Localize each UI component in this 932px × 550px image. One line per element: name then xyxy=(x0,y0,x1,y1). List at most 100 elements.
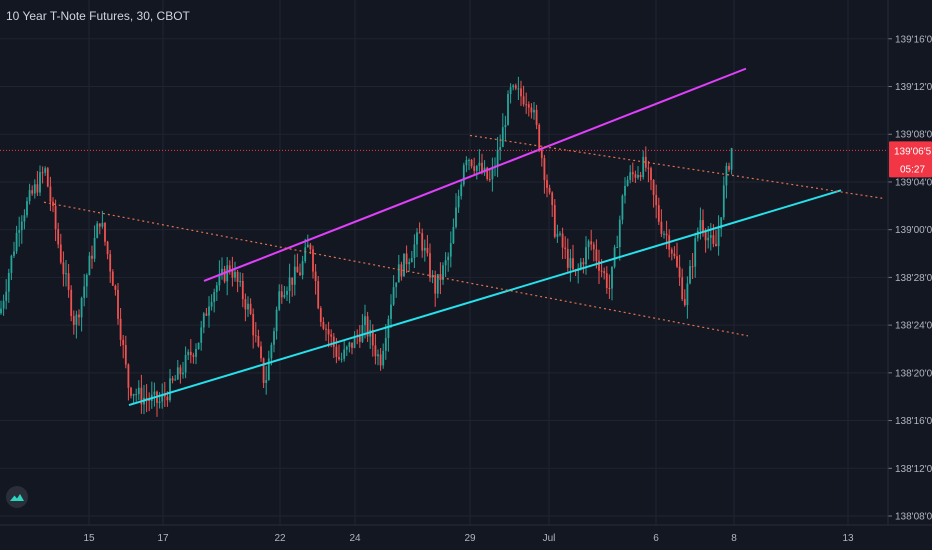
candle-body xyxy=(543,158,546,181)
candle-body xyxy=(18,230,21,233)
candle-body xyxy=(169,378,171,401)
candle-body xyxy=(31,190,34,194)
time-tick-label: 13 xyxy=(842,533,854,544)
candle-body xyxy=(605,273,608,288)
candle-body xyxy=(322,321,325,329)
candle-body xyxy=(309,244,312,250)
trendlines xyxy=(0,67,888,407)
candle-body xyxy=(631,172,634,175)
time-tick-label: 24 xyxy=(349,533,361,544)
candle-body xyxy=(231,270,234,278)
candle-body xyxy=(728,165,730,170)
candle-body xyxy=(564,247,567,249)
candle-body xyxy=(462,165,465,185)
current-price-label: 139'06'5 xyxy=(894,146,932,157)
candle-body xyxy=(262,358,265,383)
candle-body xyxy=(135,394,138,396)
candle-body xyxy=(455,207,457,227)
candle-body xyxy=(153,391,156,395)
candle-body xyxy=(72,316,75,325)
candle-body xyxy=(405,253,408,265)
candle-body xyxy=(358,336,361,342)
candle-body xyxy=(314,271,317,282)
candle-body xyxy=(260,346,262,359)
candle-body xyxy=(340,358,343,360)
candle-body xyxy=(361,325,364,342)
candle-body xyxy=(57,229,60,245)
candle-body xyxy=(598,260,600,271)
candle-body xyxy=(59,244,62,263)
candle-body xyxy=(101,222,104,227)
candle-body xyxy=(46,168,49,187)
candle-body xyxy=(5,291,8,301)
candle-body xyxy=(270,344,273,359)
candle-body xyxy=(301,261,304,276)
candle-body xyxy=(655,194,658,206)
candle-body xyxy=(197,342,200,349)
price-tick-label: 138'24'0 xyxy=(895,321,932,332)
candle-body xyxy=(7,272,10,292)
candle-body xyxy=(327,329,330,335)
candle-body xyxy=(249,303,252,314)
candle-body xyxy=(98,223,101,227)
candle-body xyxy=(109,254,112,272)
candle-body xyxy=(28,190,31,202)
candle-body xyxy=(397,264,400,283)
candle-body xyxy=(561,233,564,248)
price-tick-label: 138'20'0 xyxy=(895,368,932,379)
candle-body xyxy=(595,249,598,261)
tradingview-logo-icon[interactable] xyxy=(6,486,28,508)
candle-body xyxy=(299,272,301,276)
candle-body xyxy=(117,289,119,319)
candle-body xyxy=(530,107,533,113)
candle-body xyxy=(572,258,574,270)
time-tick-label: 6 xyxy=(653,533,659,544)
candle-body xyxy=(280,291,283,298)
candle-body xyxy=(364,316,366,326)
candle-body xyxy=(465,160,468,166)
candle-body xyxy=(127,364,130,388)
candle-body xyxy=(553,205,556,237)
candle-body xyxy=(148,399,151,402)
candle-body xyxy=(184,355,187,373)
candle-body xyxy=(650,168,652,180)
candle-body xyxy=(49,186,52,202)
candle-body xyxy=(161,394,164,402)
candle-body xyxy=(488,178,491,180)
candle-body xyxy=(429,253,431,278)
candle-body xyxy=(683,299,686,306)
candle-body xyxy=(470,159,473,167)
candle-body xyxy=(582,262,585,265)
candle-body xyxy=(551,192,554,206)
candle-body xyxy=(244,299,247,310)
candle-body xyxy=(52,201,54,206)
candle-body xyxy=(91,255,93,259)
candle-body xyxy=(351,342,353,348)
candle-body xyxy=(579,262,582,269)
candle-body xyxy=(332,336,335,347)
candle-body xyxy=(634,174,637,178)
candle-body xyxy=(283,294,286,298)
candle-body xyxy=(65,273,67,275)
candle-body xyxy=(704,231,707,241)
candle-body xyxy=(535,109,538,125)
candle-body xyxy=(423,247,426,251)
candle-body xyxy=(538,124,541,150)
time-axis[interactable]: 15 17 22 24 29 Jul 6 8 13 xyxy=(0,524,932,544)
candle-body xyxy=(548,187,551,193)
candle-body xyxy=(13,251,15,256)
candle-body xyxy=(566,248,569,268)
candle-body xyxy=(348,342,351,347)
candle-body xyxy=(447,256,450,261)
candle-body xyxy=(522,96,525,105)
candle-body xyxy=(486,167,489,179)
candle-body xyxy=(15,232,18,252)
candle-body xyxy=(252,313,255,336)
candle-body xyxy=(413,244,416,259)
candle-body xyxy=(122,339,125,345)
candle-body xyxy=(20,221,23,231)
price-axis[interactable]: 139'20'0139'16'0139'12'0139'08'0139'04'0… xyxy=(887,0,932,525)
candle-body xyxy=(449,243,452,257)
candle-body xyxy=(189,351,192,356)
